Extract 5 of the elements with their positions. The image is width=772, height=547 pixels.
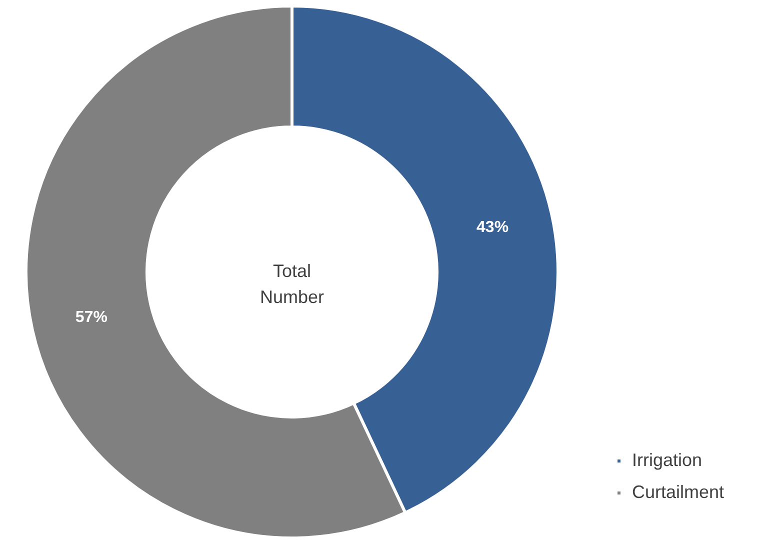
legend-label: Curtailment: [632, 482, 724, 502]
legend-label: Irrigation: [632, 450, 702, 470]
data-label: 57%: [75, 308, 108, 326]
text: Total Number: [260, 261, 324, 307]
data-label: 43%: [476, 219, 509, 236]
